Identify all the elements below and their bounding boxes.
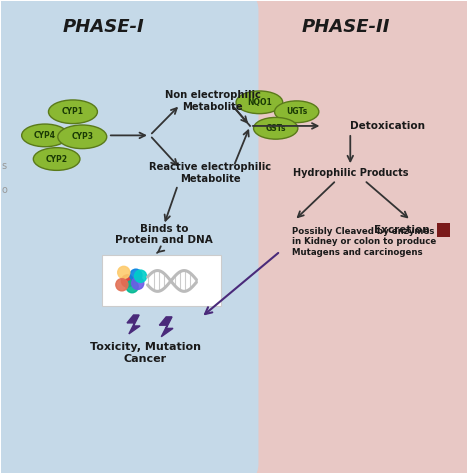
Text: NQO1: NQO1 [247, 98, 272, 107]
Polygon shape [127, 315, 140, 334]
Text: GSTs: GSTs [265, 124, 286, 133]
FancyBboxPatch shape [213, 0, 474, 474]
Text: PHASE-I: PHASE-I [63, 18, 144, 36]
Text: Toxicity, Mutation
Cancer: Toxicity, Mutation Cancer [90, 342, 201, 364]
Text: CYP2: CYP2 [46, 155, 68, 164]
Ellipse shape [254, 118, 298, 139]
Text: Reactive electrophilic
Metabolite: Reactive electrophilic Metabolite [149, 163, 272, 184]
Text: Hydrophilic Products: Hydrophilic Products [292, 168, 408, 178]
Text: Excretion: Excretion [374, 225, 429, 235]
Ellipse shape [33, 148, 80, 170]
Circle shape [116, 279, 128, 291]
Ellipse shape [274, 101, 319, 123]
Circle shape [121, 275, 134, 287]
Ellipse shape [22, 124, 68, 147]
Circle shape [118, 266, 130, 279]
Text: Possibly Cleaved by enzymes
in Kidney or colon to produce
Mutagens and carcinoge: Possibly Cleaved by enzymes in Kidney or… [292, 227, 436, 256]
Text: CYP4: CYP4 [34, 131, 56, 140]
Ellipse shape [48, 100, 98, 124]
Circle shape [130, 269, 142, 282]
Text: UGTs: UGTs [286, 107, 307, 116]
Text: Detoxication: Detoxication [350, 121, 425, 131]
Text: CYP3: CYP3 [71, 132, 93, 141]
Text: Binds to
Protein and DNA: Binds to Protein and DNA [115, 224, 213, 246]
FancyBboxPatch shape [437, 223, 450, 237]
Circle shape [132, 277, 144, 290]
FancyBboxPatch shape [0, 0, 284, 474]
Polygon shape [159, 317, 173, 337]
Ellipse shape [58, 125, 107, 149]
Ellipse shape [236, 91, 283, 114]
FancyBboxPatch shape [102, 255, 221, 307]
Text: PHASE-II: PHASE-II [301, 18, 390, 36]
Text: CYP1: CYP1 [62, 107, 84, 116]
Circle shape [135, 270, 146, 283]
Text: s: s [1, 161, 7, 171]
Text: Non electrophilic
Metabolite: Non electrophilic Metabolite [165, 90, 261, 112]
FancyBboxPatch shape [0, 0, 258, 474]
Text: o: o [1, 185, 8, 195]
Circle shape [126, 281, 138, 293]
